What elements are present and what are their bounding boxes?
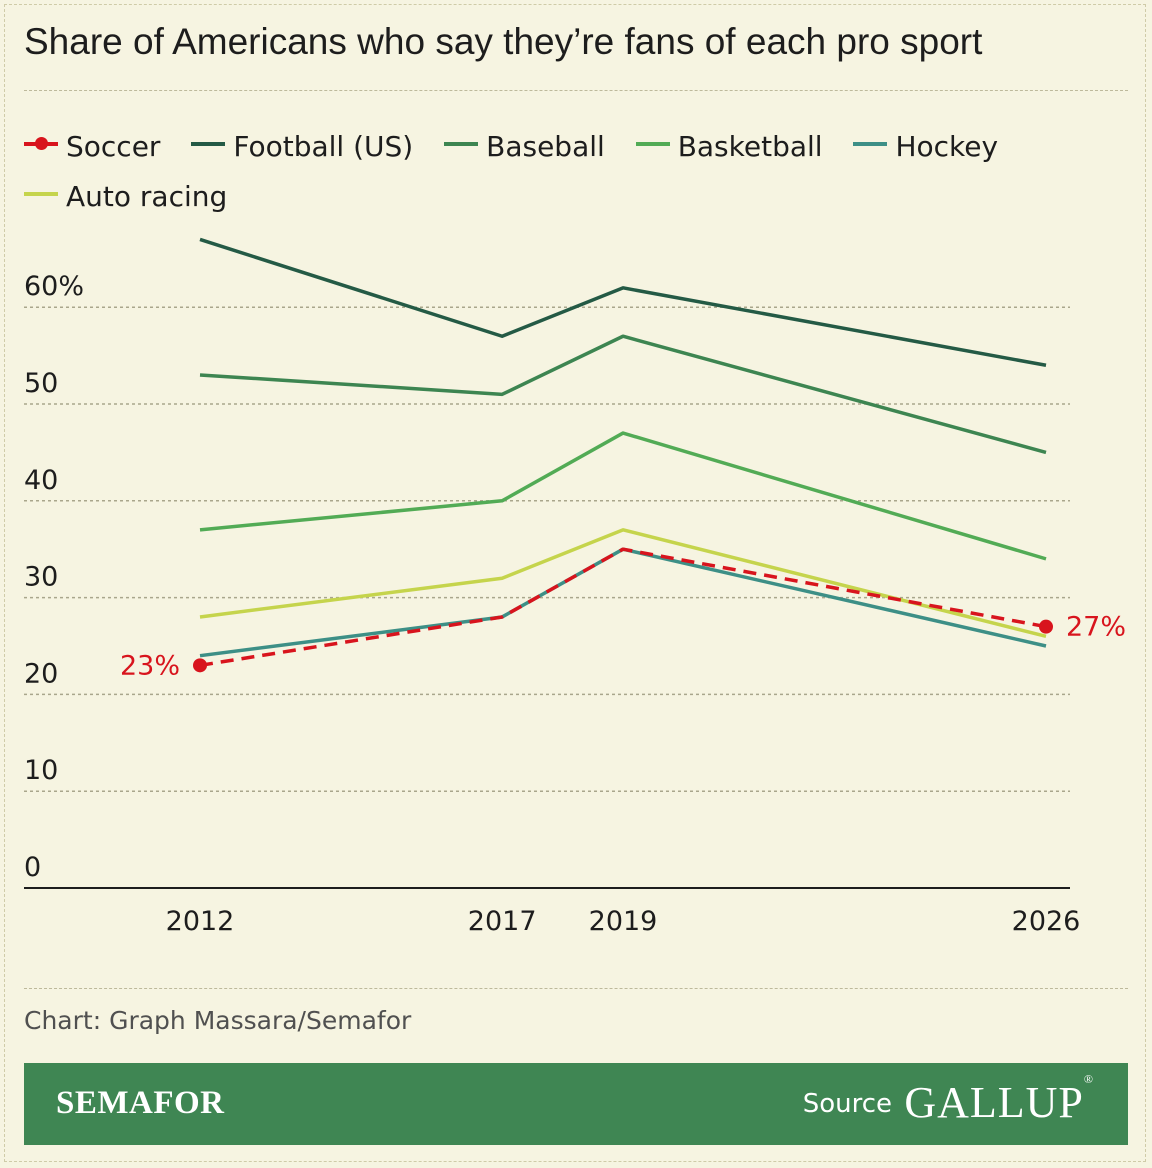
legend: Soccer Football (US) Baseball Basketball… — [24, 122, 1128, 222]
x-tick-label: 2012 — [166, 906, 235, 937]
bottom-divider — [24, 988, 1128, 989]
series-line-baseball — [199, 334, 1047, 455]
legend-label: Hockey — [895, 130, 999, 163]
series-line-football-us — [199, 237, 1047, 368]
data-label: 27% — [1066, 612, 1126, 643]
series-line-auto-racing — [199, 528, 1047, 639]
chart-credit: Chart: Graph Massara/Semafor — [24, 1006, 412, 1035]
soccer-point-marker — [193, 658, 207, 673]
legend-label: Football (US) — [233, 130, 414, 163]
legend-swatch — [853, 142, 888, 146]
soccer-point-marker — [1039, 619, 1053, 634]
top-divider — [24, 90, 1128, 91]
legend-swatch — [635, 142, 670, 146]
y-tick-label: 0 — [24, 852, 41, 883]
y-tick-label: 10 — [24, 755, 58, 786]
legend-label: Basketball — [677, 130, 823, 163]
legend-item-hockey: Hockey — [853, 130, 1020, 163]
legend-swatch — [24, 137, 58, 150]
legend-item-basketball: Basketball — [635, 130, 845, 163]
series-line-basketball — [199, 431, 1047, 561]
data-label: 23% — [120, 650, 180, 681]
source-label: Source — [802, 1089, 892, 1119]
footer-bar: SEMAFOR Source GALLUP® — [24, 1063, 1128, 1145]
gallup-logo: GALLUP® — [904, 1072, 1094, 1128]
legend-swatch — [191, 142, 226, 146]
legend-label: Auto racing — [66, 180, 228, 213]
chart-frame — [4, 4, 1146, 1162]
y-tick-label: 20 — [24, 658, 58, 689]
y-tick-label: 50 — [24, 368, 58, 399]
x-tick-label: 2026 — [1012, 906, 1081, 937]
legend-item-soccer: Soccer — [24, 130, 182, 163]
legend-item-auto-racing: Auto racing — [24, 180, 227, 213]
legend-label: Soccer — [66, 130, 161, 163]
y-tick-label: 60% — [24, 271, 84, 302]
series-line-hockey — [199, 547, 1047, 658]
y-tick-label: 30 — [24, 562, 58, 593]
legend-label: Baseball — [486, 130, 605, 163]
y-tick-label: 40 — [24, 465, 58, 496]
legend-swatch — [444, 142, 479, 146]
legend-swatch — [24, 192, 58, 196]
legend-item-baseball: Baseball — [444, 130, 627, 163]
series-line-soccer — [199, 547, 1047, 668]
chart-title: Share of Americans who say they’re fans … — [24, 21, 983, 62]
x-tick-label: 2017 — [468, 906, 537, 937]
semafor-logo: SEMAFOR — [56, 1085, 225, 1121]
gallup-wordmark: GALLUP — [904, 1078, 1084, 1127]
x-tick-label: 2019 — [589, 906, 658, 937]
legend-item-football-us: Football (US) — [191, 130, 435, 163]
registered-mark: ® — [1083, 1072, 1094, 1087]
